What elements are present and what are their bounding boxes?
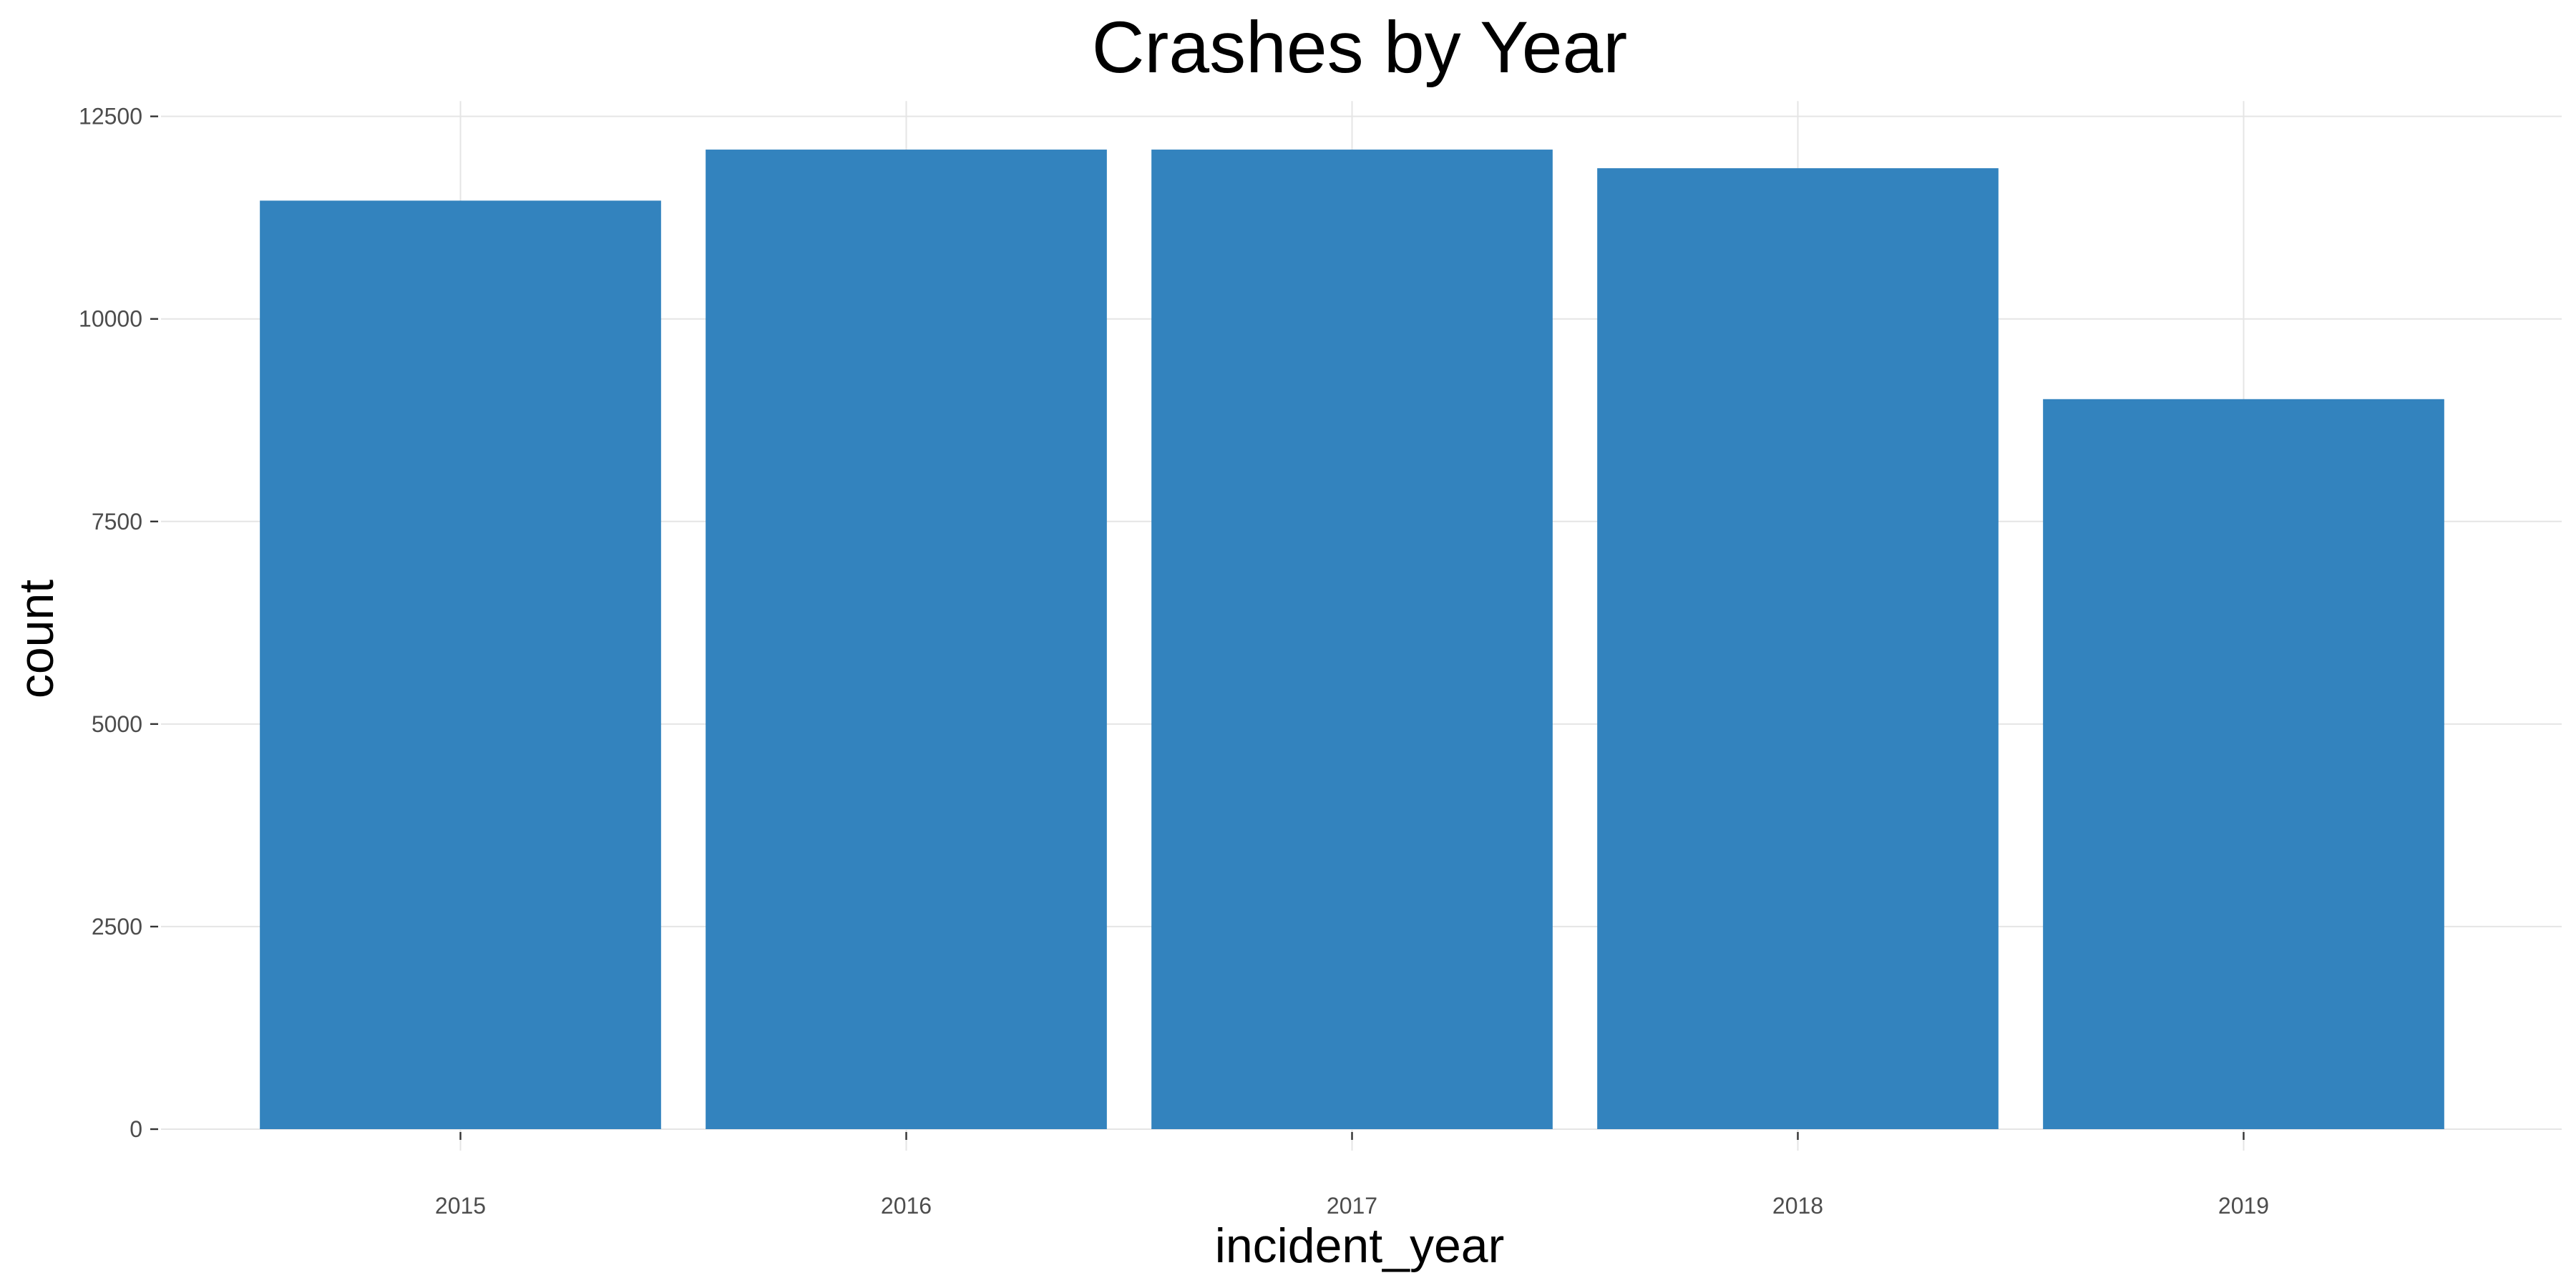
x-axis-title: incident_year	[1215, 1219, 1504, 1273]
chart-title: Crashes by Year	[1092, 6, 1627, 88]
y-tick-label-7500: 7500	[92, 509, 142, 535]
x-tick-label-2016: 2016	[881, 1193, 932, 1219]
bar-2017	[1151, 150, 1553, 1129]
bar-2016	[706, 150, 1107, 1129]
bar-2015	[260, 200, 661, 1130]
y-tick-label-5000: 5000	[92, 711, 142, 737]
bar-2018	[1597, 168, 1999, 1130]
y-tick-label-2500: 2500	[92, 914, 142, 940]
bar-2019	[2043, 399, 2444, 1129]
y-tick-label-12500: 12500	[79, 104, 142, 130]
y-axis-ticks: 0 2500 5000 7500 10000 12500	[79, 104, 158, 1142]
x-tick-label-2015: 2015	[435, 1193, 486, 1219]
y-tick-label-10000: 10000	[79, 306, 142, 332]
x-tick-label-2019: 2019	[2218, 1193, 2269, 1219]
x-tick-label-2017: 2017	[1327, 1193, 1377, 1219]
x-axis-ticks: 2015 2016 2017 2018 2019	[435, 1132, 2269, 1219]
x-tick-label-2018: 2018	[1772, 1193, 1823, 1219]
y-axis-title: count	[9, 580, 64, 698]
bars	[260, 150, 2444, 1130]
y-tick-label-0: 0	[130, 1116, 142, 1142]
